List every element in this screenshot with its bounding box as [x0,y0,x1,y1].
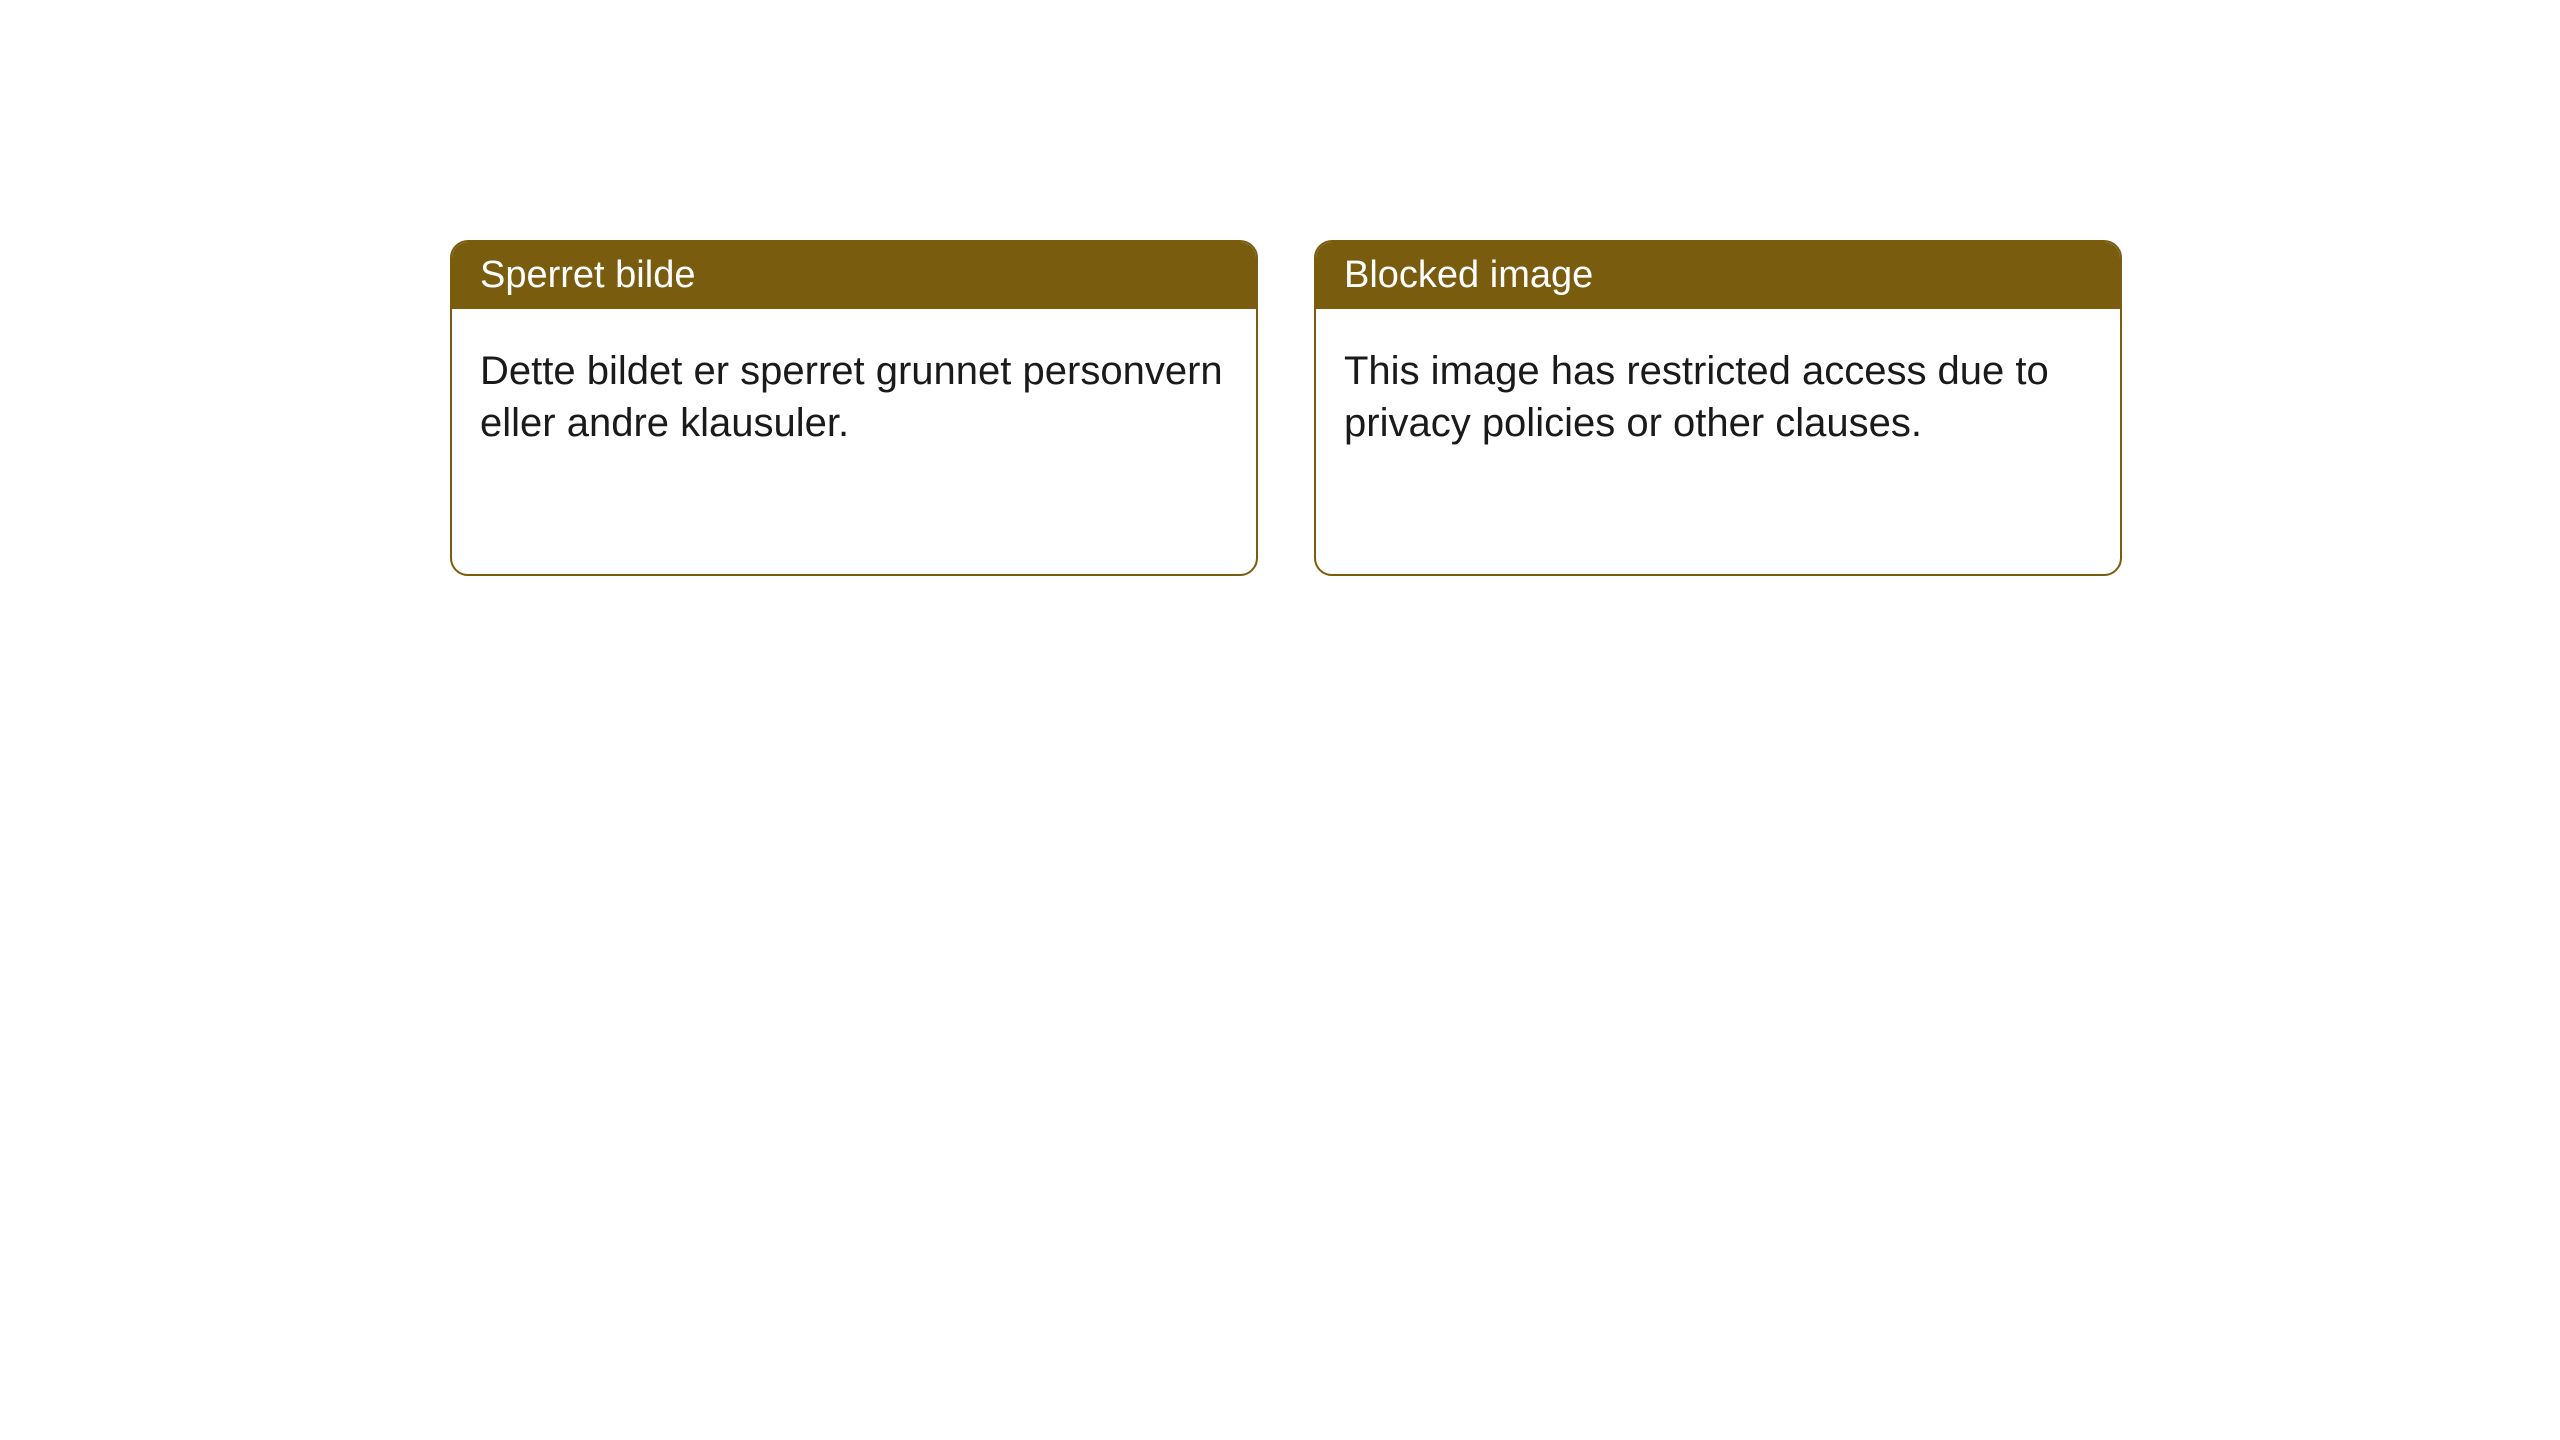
card-header: Blocked image [1316,242,2120,309]
cards-container: Sperret bilde Dette bildet er sperret gr… [0,0,2560,576]
blocked-image-card-english: Blocked image This image has restricted … [1314,240,2122,576]
card-body-text: Dette bildet er sperret grunnet personve… [480,349,1223,445]
blocked-image-card-norwegian: Sperret bilde Dette bildet er sperret gr… [450,240,1258,576]
card-body-text: This image has restricted access due to … [1344,349,2049,445]
card-header: Sperret bilde [452,242,1256,309]
card-body: This image has restricted access due to … [1316,309,2120,485]
card-title: Blocked image [1344,254,1593,296]
card-body: Dette bildet er sperret grunnet personve… [452,309,1256,485]
card-title: Sperret bilde [480,254,695,296]
